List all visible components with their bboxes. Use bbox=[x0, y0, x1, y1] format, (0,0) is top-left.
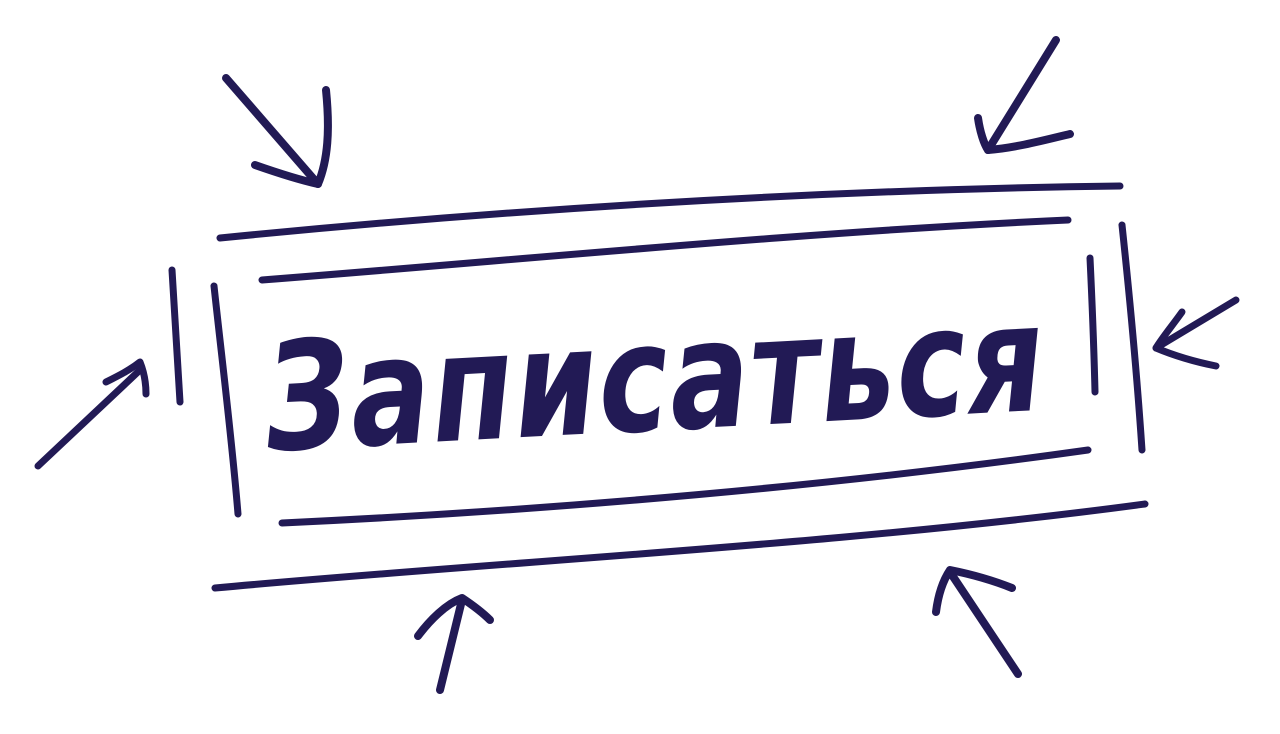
outer-frame-bottom bbox=[211, 500, 1149, 592]
inner-frame-left bbox=[210, 282, 242, 518]
arrow-bottom-right-icon bbox=[932, 566, 1022, 678]
inner-frame-right bbox=[1086, 254, 1099, 396]
inner-frame-bottom bbox=[278, 446, 1092, 527]
arrow-top-left-icon bbox=[222, 74, 332, 188]
arrow-right-icon bbox=[1152, 296, 1240, 370]
arrow-bottom-left-icon bbox=[414, 594, 494, 694]
inner-frame-top bbox=[258, 216, 1072, 284]
outer-frame bbox=[168, 182, 1149, 592]
outer-frame-right bbox=[1118, 221, 1146, 454]
arrow-top-right-icon bbox=[974, 36, 1074, 154]
signup-button-label: Записаться bbox=[260, 272, 1049, 487]
outer-frame-left bbox=[168, 266, 184, 406]
signup-button[interactable] bbox=[215, 188, 1145, 588]
arrow-left-icon bbox=[34, 358, 150, 470]
inner-frame bbox=[210, 216, 1099, 527]
outer-frame-top bbox=[216, 182, 1124, 242]
